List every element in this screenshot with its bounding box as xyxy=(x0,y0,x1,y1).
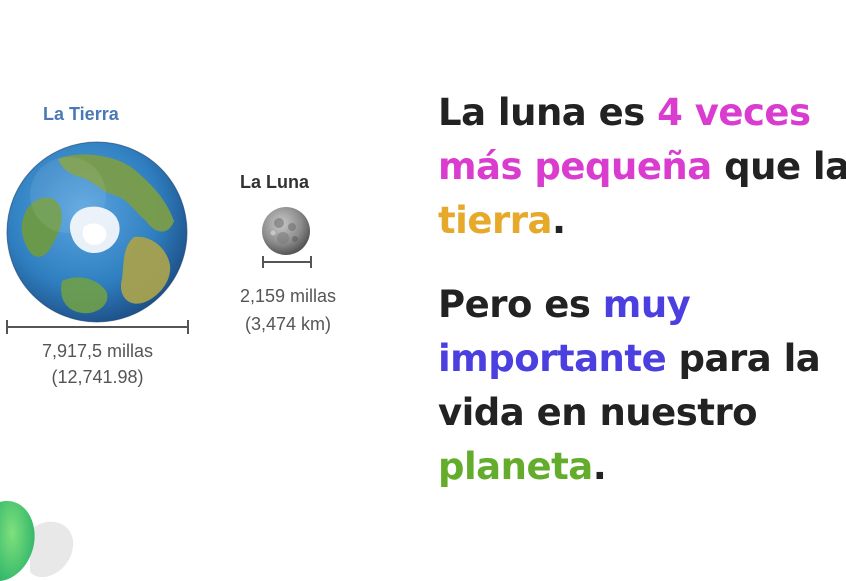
text-fragment: Pero es xyxy=(438,283,603,326)
text-fragment: vida en nuestro xyxy=(438,391,758,434)
moon-size-text: 2,159 millas (3,474 km) xyxy=(222,282,354,338)
earth-scale-bar xyxy=(6,320,189,334)
highlight-muy: muy xyxy=(602,283,691,326)
highlight-mas-pequena: más pequeña xyxy=(438,145,712,188)
statement-importance-line-2: importante para la xyxy=(438,332,846,386)
text-fragment: La luna es xyxy=(438,91,658,134)
moon-icon xyxy=(261,206,311,256)
statement-size: La luna es 4 veces más pequeña que la ti… xyxy=(438,86,846,248)
corner-decoration-icon xyxy=(0,492,90,581)
moon-size-km: (3,474 km) xyxy=(244,314,332,334)
statement-importance-line-4: planeta. xyxy=(438,440,846,494)
highlight-4-veces: 4 veces xyxy=(657,91,811,134)
earth-globe-icon xyxy=(6,141,188,323)
highlight-tierra: tierra xyxy=(438,199,552,242)
earth-label: La Tierra xyxy=(43,104,119,124)
moon-label: La Luna xyxy=(240,172,310,192)
earth-size-km: (12,741.98) xyxy=(51,367,144,387)
moon-scale-bar xyxy=(262,256,312,268)
text-fragment: para la xyxy=(666,337,821,380)
highlight-importante: importante xyxy=(438,337,667,380)
moon-size-miles: 2,159 millas xyxy=(239,286,337,306)
earth-size-text: 7,917,5 millas (12,741.98) xyxy=(10,338,185,390)
highlight-planeta: planeta xyxy=(438,445,593,488)
statement-size-line-2: más pequeña que la xyxy=(438,140,846,194)
text-fragment: . xyxy=(592,445,607,488)
statement-size-line-3: tierra. xyxy=(438,194,846,248)
text-fragment: que la xyxy=(711,145,846,188)
text-fragment: . xyxy=(551,199,566,242)
statement-size-line-1: La luna es 4 veces xyxy=(438,86,846,140)
statement-importance-line-3: vida en nuestro xyxy=(438,386,846,440)
statement-importance-line-1: Pero es muy xyxy=(438,278,846,332)
statement-importance: Pero es muy importante para la vida en n… xyxy=(438,278,846,494)
earth-size-miles: 7,917,5 millas xyxy=(41,341,154,361)
